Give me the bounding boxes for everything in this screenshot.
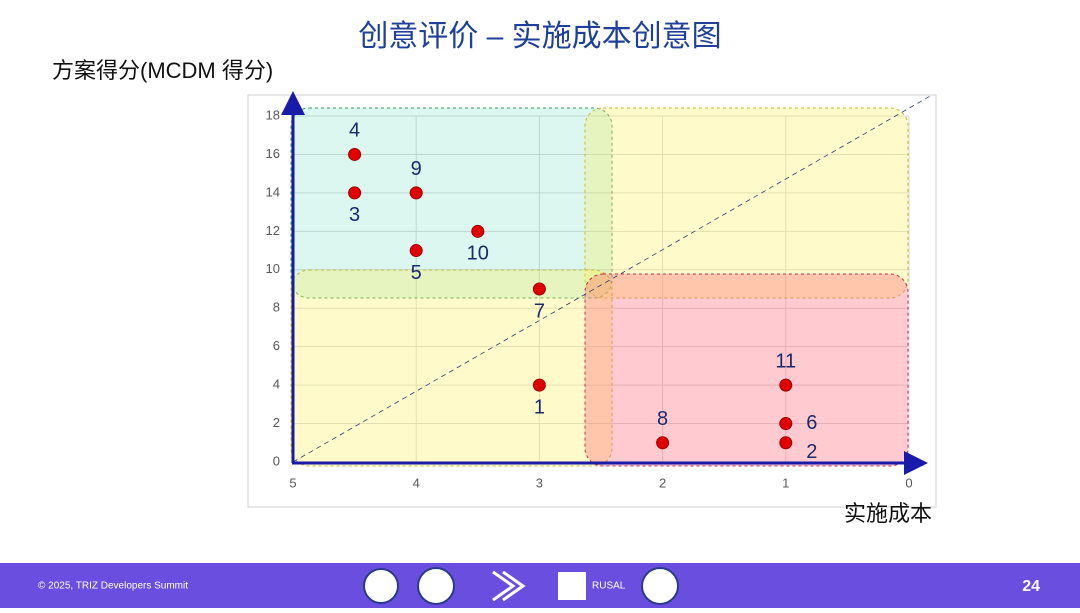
marks: 4 3 9 5 10 7 1 8 11 6 2 bbox=[348, 120, 817, 463]
x-axis-label: 实施成本 bbox=[844, 501, 932, 526]
x-tick-label: 0 bbox=[905, 475, 912, 490]
y-tick-label: 4 bbox=[273, 377, 280, 392]
point-label: 10 bbox=[467, 243, 489, 265]
point-label: 4 bbox=[349, 120, 360, 142]
region-low-cost-low-score bbox=[584, 273, 909, 467]
x-tick-label: 3 bbox=[536, 475, 543, 490]
logo-text: RUSAL bbox=[592, 581, 626, 592]
point-label: 3 bbox=[349, 204, 360, 226]
copyright: © 2025, TRIZ Developers Summit bbox=[38, 581, 188, 592]
point-label: 11 bbox=[775, 350, 796, 372]
point-label: 6 bbox=[806, 412, 817, 434]
y-tick-label: 18 bbox=[266, 107, 280, 122]
logo bbox=[641, 567, 679, 605]
footer-bar bbox=[0, 563, 1080, 608]
x-tick-label: 5 bbox=[289, 475, 296, 490]
y-tick-label: 16 bbox=[266, 146, 280, 161]
y-tick-label: 10 bbox=[266, 261, 280, 276]
point bbox=[409, 244, 423, 258]
y-tick-label: 14 bbox=[266, 184, 280, 199]
x-tick-label: 4 bbox=[413, 475, 420, 490]
x-tick-label: 2 bbox=[659, 475, 666, 490]
point bbox=[779, 436, 793, 450]
point-label: 2 bbox=[806, 441, 817, 463]
point bbox=[532, 378, 546, 392]
page-number: 24 bbox=[1022, 578, 1040, 595]
point-label: 1 bbox=[534, 396, 545, 418]
point-label: 9 bbox=[411, 158, 422, 180]
point bbox=[348, 186, 362, 200]
y-axis-label: 方案得分(MCDM 得分) bbox=[52, 58, 273, 83]
region-top-right bbox=[584, 107, 909, 299]
point bbox=[779, 417, 793, 431]
region-bottom-left bbox=[290, 269, 613, 467]
region-high-score-high-cost bbox=[290, 107, 613, 299]
y-tick-label: 12 bbox=[266, 223, 280, 238]
x-tick-label: 1 bbox=[782, 475, 789, 490]
diagonal bbox=[292, 94, 933, 463]
point-label: 8 bbox=[657, 408, 668, 430]
slide-title: 创意评价 – 实施成本创意图 bbox=[358, 20, 721, 53]
logo bbox=[363, 568, 399, 604]
y-tick-label: 8 bbox=[273, 300, 280, 315]
point bbox=[779, 378, 793, 392]
point bbox=[471, 224, 485, 238]
point bbox=[409, 186, 423, 200]
point bbox=[656, 436, 670, 450]
y-tick-label: 6 bbox=[273, 338, 280, 353]
y-tick-label: 0 bbox=[273, 453, 280, 468]
point-label: 5 bbox=[411, 262, 422, 284]
point-label: 7 bbox=[534, 300, 545, 322]
chart-frame bbox=[247, 94, 937, 508]
point bbox=[348, 147, 362, 161]
y-tick-label: 2 bbox=[273, 415, 280, 430]
point bbox=[532, 282, 546, 296]
logo bbox=[492, 570, 526, 602]
logo bbox=[558, 572, 586, 600]
logo bbox=[417, 567, 455, 605]
